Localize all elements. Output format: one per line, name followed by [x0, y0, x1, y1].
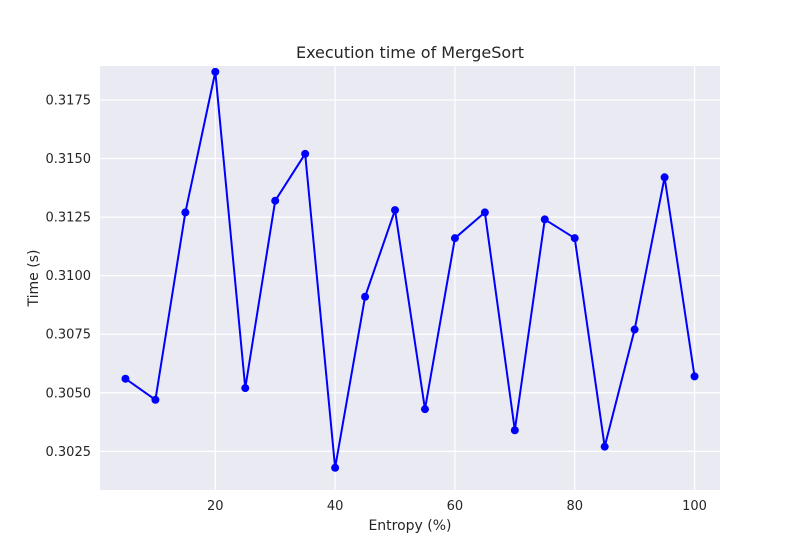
- data-point: [181, 208, 190, 217]
- data-point: [331, 463, 340, 472]
- data-point: [151, 395, 160, 404]
- y-axis-ticks: 0.3025 0.3050 0.3075 0.3100 0.3125 0.3150 0.31…: [46, 93, 92, 459]
- y-tick-label: 0.3125: [46, 211, 92, 226]
- data-point: [480, 208, 489, 217]
- x-axis-label: Entropy (%): [368, 518, 451, 534]
- data-point: [241, 384, 250, 393]
- grid: [100, 66, 720, 490]
- data-point: [391, 206, 400, 215]
- data-point: [690, 372, 699, 381]
- x-tick-label: 100: [682, 499, 707, 514]
- data-point: [271, 196, 280, 205]
- data-point: [301, 149, 310, 158]
- data-point: [361, 292, 370, 301]
- data-point: [510, 426, 519, 435]
- y-tick-label: 0.3075: [46, 328, 92, 343]
- series-line: [124, 70, 696, 469]
- x-tick-label: 20: [207, 499, 224, 514]
- data-point: [121, 374, 130, 383]
- y-tick-label: 0.3050: [46, 386, 92, 401]
- data-point: [420, 405, 429, 414]
- y-tick-label: 0.3100: [46, 269, 92, 284]
- y-tick-label: 0.3175: [46, 93, 92, 108]
- series-group: [121, 67, 699, 472]
- y-tick-label: 0.3025: [46, 445, 92, 460]
- data-point: [211, 67, 220, 76]
- x-tick-label: 60: [447, 499, 464, 514]
- data-point: [600, 442, 609, 451]
- x-tick-label: 40: [327, 499, 344, 514]
- chart-title: Execution time of MergeSort: [296, 43, 524, 62]
- x-tick-label: 80: [566, 499, 583, 514]
- data-point: [540, 215, 549, 224]
- data-point: [630, 325, 639, 334]
- data-point: [450, 234, 459, 243]
- plot-area: [100, 66, 720, 490]
- x-axis-ticks: 20 40 60 80 100: [207, 499, 707, 514]
- y-tick-label: 0.3150: [46, 152, 92, 167]
- data-point: [570, 234, 579, 243]
- data-point: [660, 173, 669, 182]
- y-axis-label: Time (s): [26, 250, 42, 308]
